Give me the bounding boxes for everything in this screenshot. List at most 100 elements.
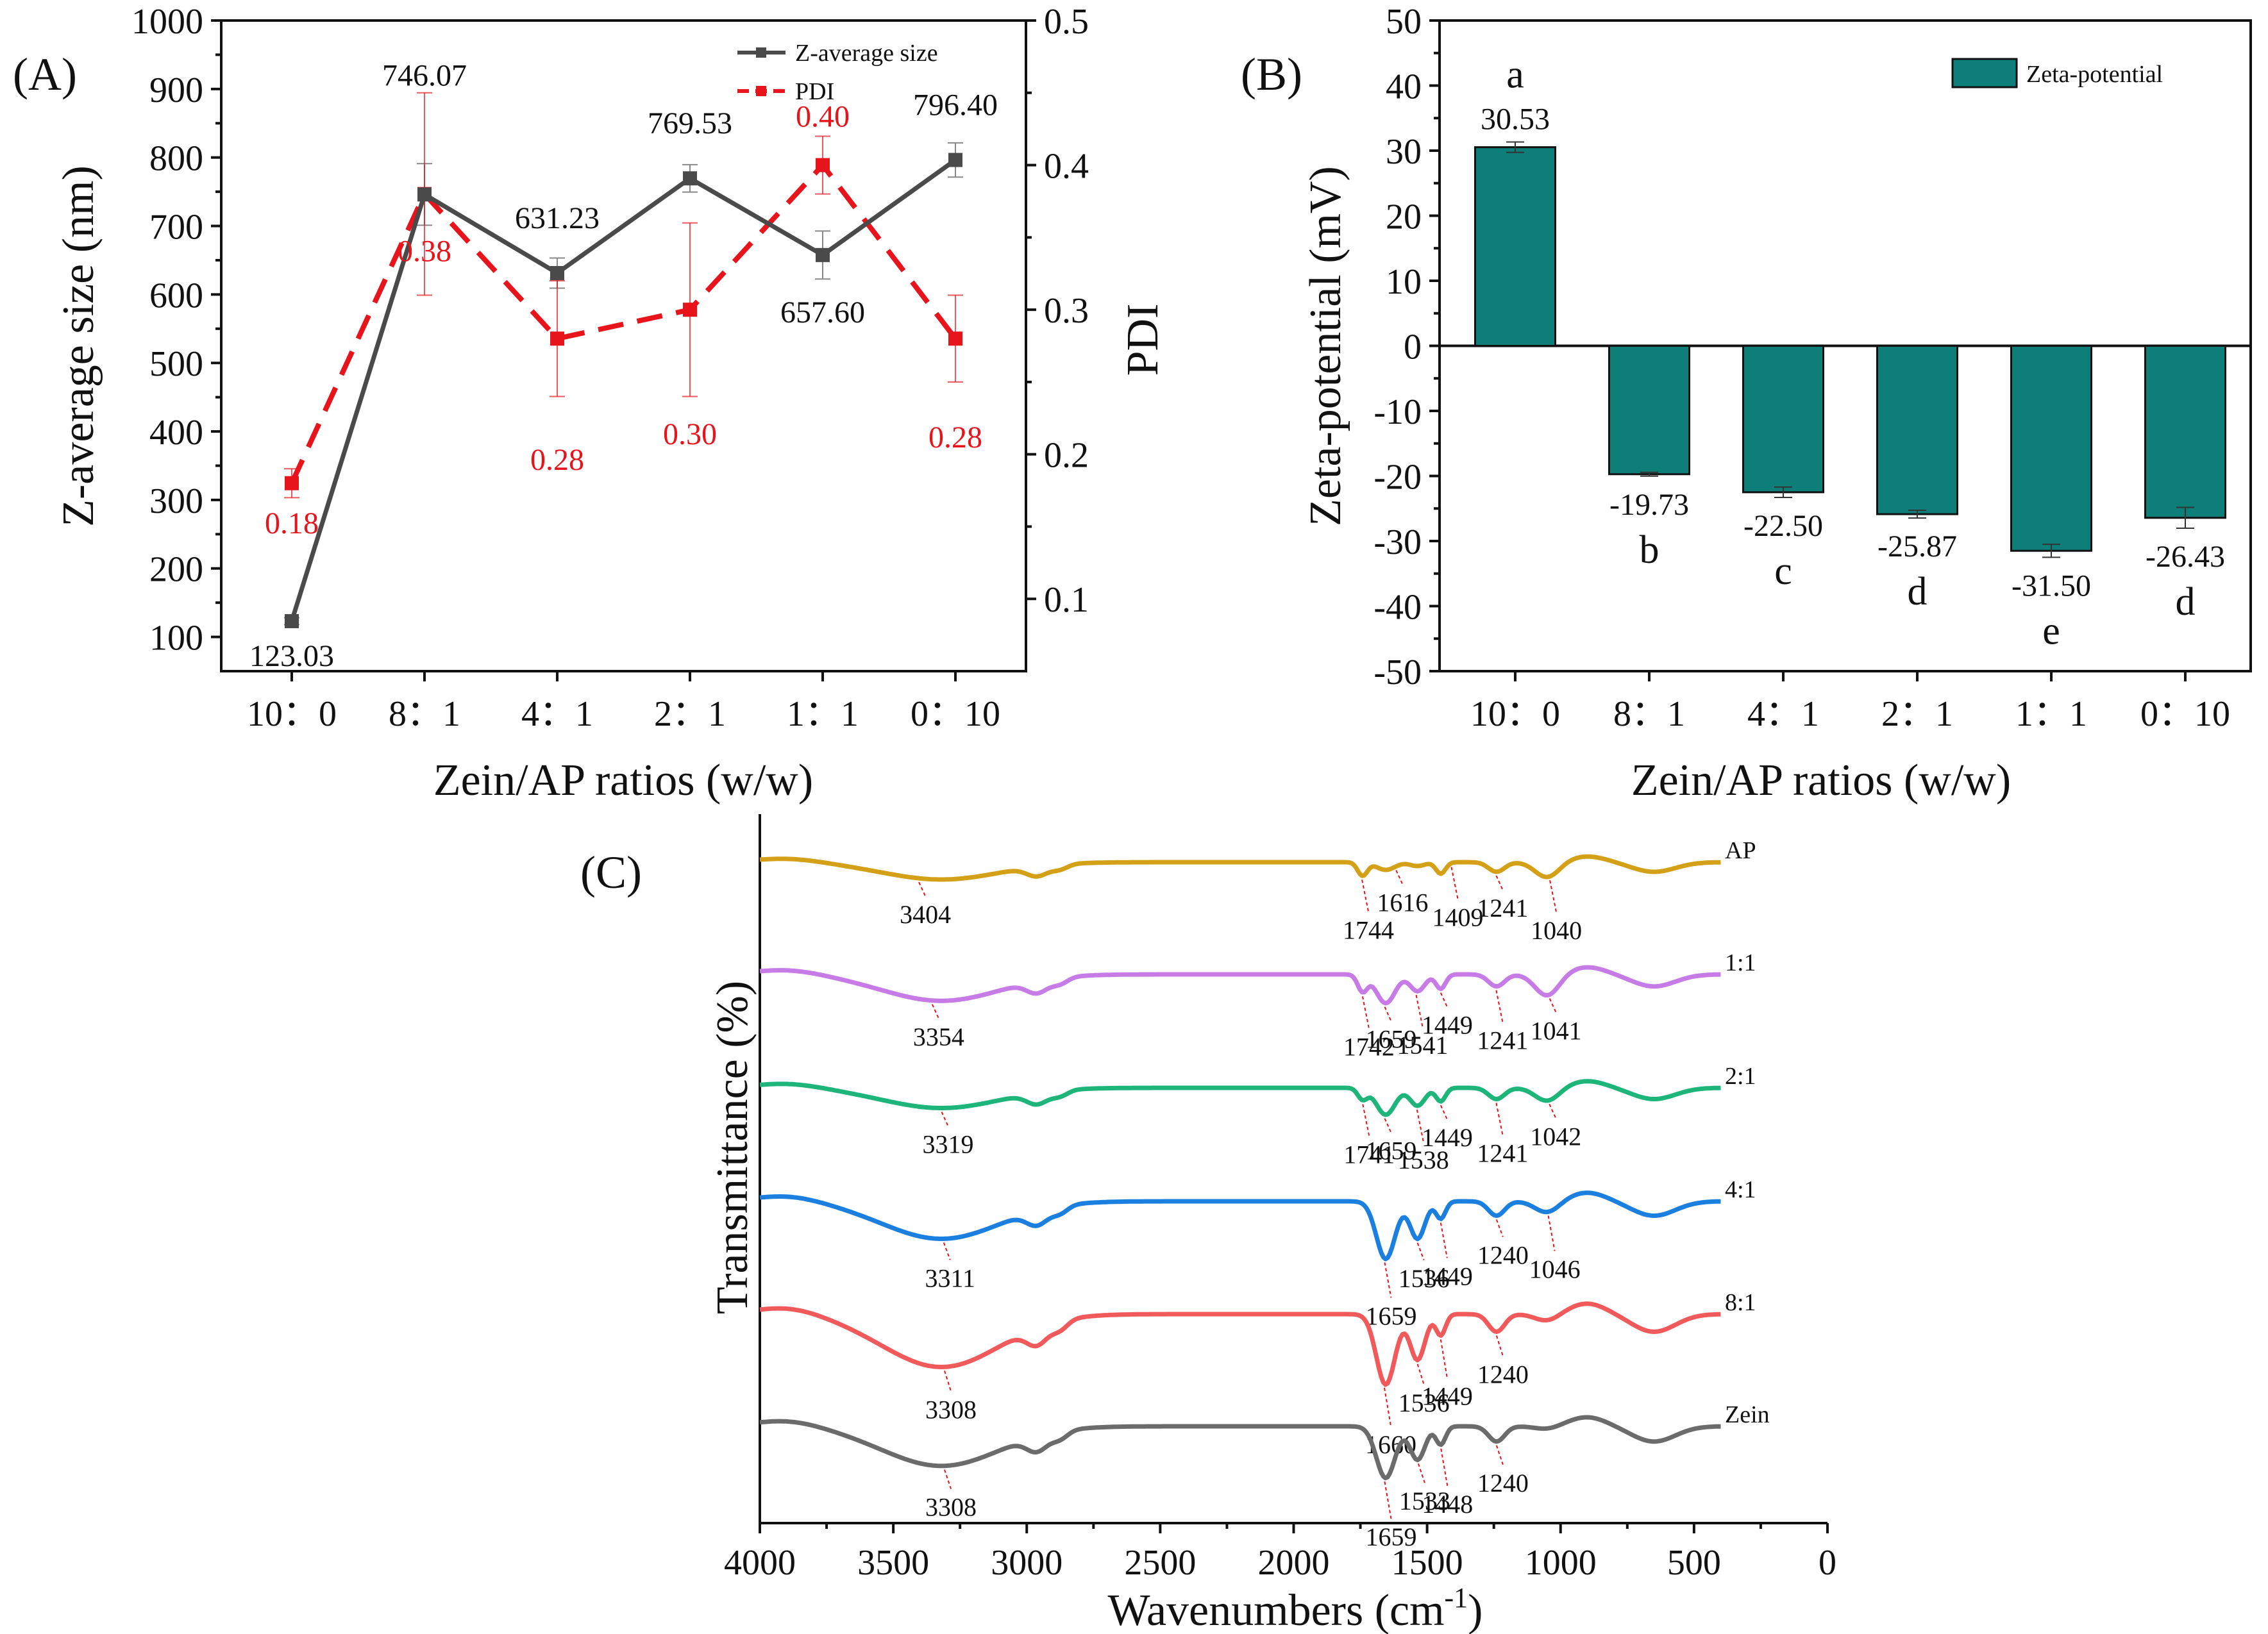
ftir-peak-label: 1742 (1343, 1032, 1395, 1061)
z-average-value-label: 123.03 (249, 639, 334, 673)
ftir-peak-marker (931, 1004, 939, 1019)
panel-b-x-tick-label: 1：1 (2015, 694, 2087, 734)
ftir-spectrum-1 (759, 965, 1721, 1006)
ftir-peak-marker (1495, 1103, 1504, 1135)
panel-c-x-title-tail: ) (1468, 1586, 1483, 1634)
pdi-value-label: 0.28 (928, 421, 982, 454)
ftir-peak-label: 1741 (1343, 1140, 1395, 1169)
panel-a-right-tick-label: 0.3 (1044, 291, 1089, 331)
pdi-line (289, 161, 958, 485)
panel-a-x-tick-label: 2：1 (654, 694, 726, 734)
ftir-peak-marker (1384, 1006, 1392, 1022)
panel-c-label: (C) (580, 847, 642, 898)
ftir-peak-marker (1495, 875, 1504, 890)
zeta-bar (2010, 345, 2092, 552)
pdi-point (816, 158, 830, 172)
panel-a-x-tick-label: 8：1 (389, 694, 460, 734)
panel-a-right-tick-label: 0.1 (1044, 580, 1089, 620)
ftir-peak-label: 1536 (1399, 1264, 1450, 1293)
z-average-point (550, 266, 564, 281)
z-average-value-label: 769.53 (648, 106, 732, 140)
ftir-peak-marker (944, 1469, 952, 1489)
panel-b-y-tick-label: -20 (1373, 458, 1422, 497)
panel-b-y-axis-title: Zeta-potential (mV) (1301, 166, 1350, 526)
panel-a-x-tick-label: 4：1 (521, 694, 593, 734)
ftir-peak-label: 1659 (1365, 1025, 1416, 1054)
panel-a-left-tick-label: 900 (149, 71, 203, 110)
panel-c-x-tick-label: 3000 (991, 1543, 1063, 1583)
panel-b-chart: (B) -50 -40 -30 -20 -10 0 10 20 30 40 50 10：0 8：1 4：1 2… (1241, 2, 2252, 805)
legend-z-average-label: Z-average size (795, 40, 938, 67)
panel-c-x-tick-label: 1500 (1391, 1543, 1463, 1583)
ftir-spectrum-3 (759, 1190, 1721, 1262)
panel-c-x-tick-label: 0 (1819, 1543, 1836, 1583)
ftir-peak-label: 1041 (1531, 1017, 1582, 1046)
ftir-spectrum-4 (759, 1301, 1721, 1387)
pdi-value-label: 0.30 (663, 417, 717, 451)
ftir-sample-label: 2:1 (1725, 1063, 1756, 1090)
ftir-peak-label: 1536 (1399, 1388, 1450, 1417)
zeta-significance-letter: a (1506, 53, 1524, 97)
panel-b-label: (B) (1241, 49, 1302, 100)
panel-b-x-tick-label: 8：1 (1613, 694, 1685, 734)
panel-a-plot-frame (220, 19, 1027, 672)
panel-c-x-title-superscript: -1 (1445, 1582, 1468, 1613)
pdi-point (683, 303, 697, 317)
panel-b-x-tick-label: 2：1 (1881, 694, 1953, 734)
ftir-peak-marker (1495, 1335, 1504, 1356)
ftir-peak-marker (1384, 1262, 1392, 1298)
pdi-value-label: 0.18 (265, 506, 319, 540)
ftir-peak-label: 1616 (1377, 888, 1428, 917)
zeta-value-label: -26.43 (2146, 540, 2225, 574)
panel-a-left-tick-label: 800 (149, 139, 203, 179)
panel-a-right-tick-label: 0.4 (1044, 147, 1089, 187)
zeta-value-label: -31.50 (2012, 569, 2091, 603)
ftir-peak-label: 3319 (922, 1130, 973, 1158)
panel-b-y-tick-label: -10 (1373, 392, 1422, 432)
ftir-peak-marker (944, 1371, 952, 1392)
ftir-peak-marker (1416, 1242, 1425, 1261)
legend-zeta-swatch (1951, 58, 2018, 88)
pdi-point (948, 331, 962, 346)
pdi-value-label: 0.40 (796, 100, 850, 134)
panel-b-x-tick-label: 10：0 (1470, 694, 1560, 734)
ftir-peak-marker (1549, 880, 1558, 913)
ftir-peak-label: 3354 (913, 1022, 964, 1051)
ftir-peak-label: 1659 (1365, 1137, 1416, 1165)
panel-a-left-tick-label: 500 (149, 344, 203, 384)
panel-c-x-axis-title: Wavenumbers (cm-1) (1108, 1582, 1483, 1634)
zeta-value-label: -22.50 (1743, 509, 1823, 543)
panel-a-left-tick-label: 300 (149, 481, 203, 521)
panel-a-left-tick-label: 700 (149, 208, 203, 247)
ftir-peak-label: 1042 (1530, 1122, 1581, 1151)
zeta-significance-letter: b (1640, 528, 1659, 572)
pdi-point (285, 476, 299, 490)
panel-a-label: (A) (13, 49, 77, 100)
z-average-line (289, 158, 957, 622)
pdi-point (550, 331, 564, 346)
pdi-value-label: 0.28 (530, 443, 584, 477)
ftir-peak-label: 1449 (1422, 1382, 1473, 1411)
zeta-bar (1876, 345, 1958, 515)
ftir-spectrum-0 (759, 854, 1721, 882)
panel-b-y-tick-label: 30 (1386, 132, 1422, 172)
legend-pdi-marker (756, 86, 766, 96)
panel-a-chart: (A) 100 200 300 400 500 600 700 800 900 1000 0.1 0.2… (13, 2, 1168, 805)
panel-b-x-tick-label: 0：10 (2140, 694, 2230, 734)
panel-a-left-tick-label: 600 (149, 276, 203, 315)
panel-c-x-tick-label: 2000 (1258, 1543, 1330, 1583)
ftir-peak-marker (1417, 1463, 1425, 1483)
ftir-peak-label: 1449 (1422, 1123, 1473, 1152)
legend-pdi-label: PDI (795, 78, 834, 105)
panel-b-x-tick-label: 4：1 (1747, 694, 1819, 734)
panel-a-x-tick-label: 10：0 (247, 694, 337, 734)
ftir-peak-marker (1440, 1339, 1448, 1378)
ftir-peak-label: 1449 (1422, 1262, 1473, 1290)
panel-b-x-axis-title: Zein/AP ratios (w/w) (1631, 756, 2011, 805)
z-average-point (417, 187, 432, 202)
ftir-peak-marker (1384, 1481, 1392, 1519)
legend-zeta-label: Zeta-potential (2026, 61, 2163, 88)
panel-c-x-tick-label: 2500 (1124, 1543, 1196, 1583)
panel-c-x-tick-label: 4000 (724, 1543, 796, 1583)
